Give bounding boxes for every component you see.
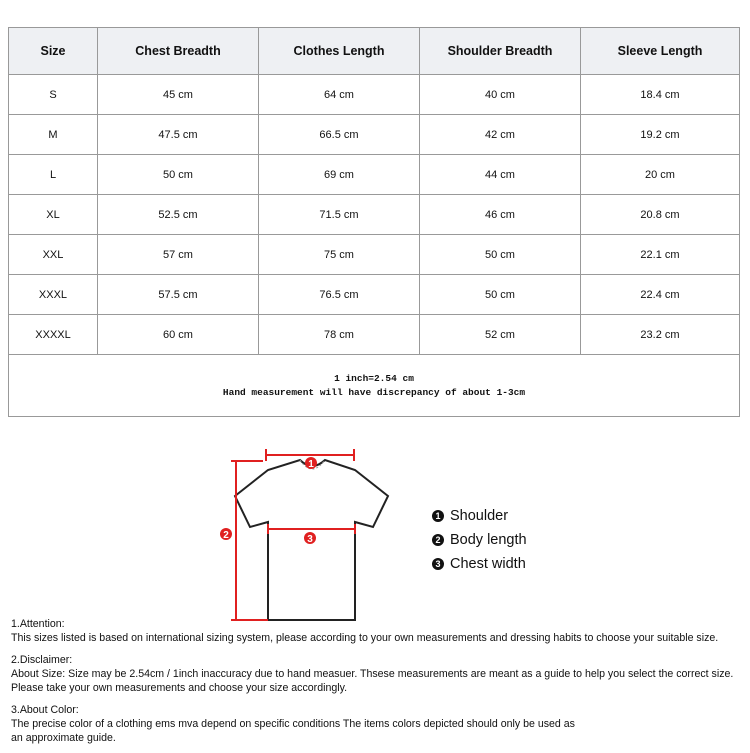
legend-body-length: 2 Body length bbox=[432, 532, 527, 548]
table-cell: 76.5 cm bbox=[258, 274, 420, 315]
svg-text:3: 3 bbox=[307, 534, 313, 545]
table-cell: 57 cm bbox=[97, 234, 259, 275]
note-color: 3.About Color: The precise color of a clo… bbox=[11, 704, 575, 744]
tshirt-measurement-diagram: 1 2 3 bbox=[220, 449, 390, 621]
table-cell: 50 cm bbox=[419, 234, 581, 275]
table-cell: 50 cm bbox=[419, 274, 581, 315]
header-sleeve-length: Sleeve Length bbox=[580, 27, 740, 75]
table-cell: 20.8 cm bbox=[580, 194, 740, 235]
table-cell: 64 cm bbox=[258, 74, 420, 115]
svg-text:1: 1 bbox=[308, 459, 314, 470]
table-cell: 52 cm bbox=[419, 314, 581, 355]
svg-text:2: 2 bbox=[223, 530, 229, 541]
table-cell: 45 cm bbox=[97, 74, 259, 115]
table-cell: 75 cm bbox=[258, 234, 420, 275]
table-cell: 60 cm bbox=[97, 314, 259, 355]
table-cell: 50 cm bbox=[97, 154, 259, 195]
table-cell: 40 cm bbox=[419, 74, 581, 115]
table-cell: 52.5 cm bbox=[97, 194, 259, 235]
marker-2: 2 bbox=[220, 528, 232, 541]
table-row: S 45 cm 64 cm 40 cm 18.4 cm bbox=[8, 74, 740, 115]
table-cell: 71.5 cm bbox=[258, 194, 420, 235]
legend-shoulder: 1 Shoulder bbox=[432, 508, 508, 524]
table-cell: 20 cm bbox=[580, 154, 740, 195]
measurement-note-row: 1 inch=2.54 cm Hand measurement will have… bbox=[8, 354, 740, 417]
table-cell: 44 cm bbox=[419, 154, 581, 195]
table-row: XL 52.5 cm 71.5 cm 46 cm 20.8 cm bbox=[8, 194, 740, 235]
table-cell: 22.1 cm bbox=[580, 234, 740, 275]
table-row: XXXXL 60 cm 78 cm 52 cm 23.2 cm bbox=[8, 314, 740, 355]
table-row: XXL 57 cm 75 cm 50 cm 22.1 cm bbox=[8, 234, 740, 275]
table-row: XXXL 57.5 cm 76.5 cm 50 cm 22.4 cm bbox=[8, 274, 740, 315]
table-cell: 46 cm bbox=[419, 194, 581, 235]
table-cell: 78 cm bbox=[258, 314, 420, 355]
table-cell: L bbox=[8, 154, 98, 195]
measure-lines bbox=[231, 449, 356, 621]
note-disclaimer: 2.Disclaimer: About Size: Size may be 2.5… bbox=[11, 654, 734, 694]
header-shoulder-breadth: Shoulder Breadth bbox=[419, 27, 581, 75]
measurement-note: 1 inch=2.54 cm Hand measurement will have… bbox=[8, 354, 740, 417]
table-cell: 42 cm bbox=[419, 114, 581, 155]
header-clothes-length: Clothes Length bbox=[258, 27, 420, 75]
table-row: L 50 cm 69 cm 44 cm 20 cm bbox=[8, 154, 740, 195]
marker-3: 3 bbox=[304, 532, 316, 545]
table-cell: 19.2 cm bbox=[580, 114, 740, 155]
size-chart-table: Size Chest Breadth Clothes Length Should… bbox=[8, 27, 740, 417]
table-cell: XXL bbox=[8, 234, 98, 275]
notes-section: 1.Attention: This sizes listed is based o… bbox=[11, 617, 746, 753]
table-cell: M bbox=[8, 114, 98, 155]
header-size: Size bbox=[8, 27, 98, 75]
table-cell: 57.5 cm bbox=[97, 274, 259, 315]
table-header-row: Size Chest Breadth Clothes Length Should… bbox=[8, 27, 740, 75]
legend-chest-width: 3 Chest width bbox=[432, 556, 526, 572]
table-cell: 47.5 cm bbox=[97, 114, 259, 155]
collar-stitch bbox=[299, 459, 326, 470]
marker-1: 1 bbox=[305, 457, 317, 470]
header-chest-breadth: Chest Breadth bbox=[97, 27, 259, 75]
table-cell: S bbox=[8, 74, 98, 115]
table-row: M 47.5 cm 66.5 cm 42 cm 19.2 cm bbox=[8, 114, 740, 155]
table-cell: XL bbox=[8, 194, 98, 235]
table-cell: XXXL bbox=[8, 274, 98, 315]
note-attention: 1.Attention: This sizes listed is based o… bbox=[11, 618, 719, 644]
table-cell: 23.2 cm bbox=[580, 314, 740, 355]
table-cell: 22.4 cm bbox=[580, 274, 740, 315]
table-cell: 69 cm bbox=[258, 154, 420, 195]
table-cell: 18.4 cm bbox=[580, 74, 740, 115]
table-cell: XXXXL bbox=[8, 314, 98, 355]
table-cell: 66.5 cm bbox=[258, 114, 420, 155]
